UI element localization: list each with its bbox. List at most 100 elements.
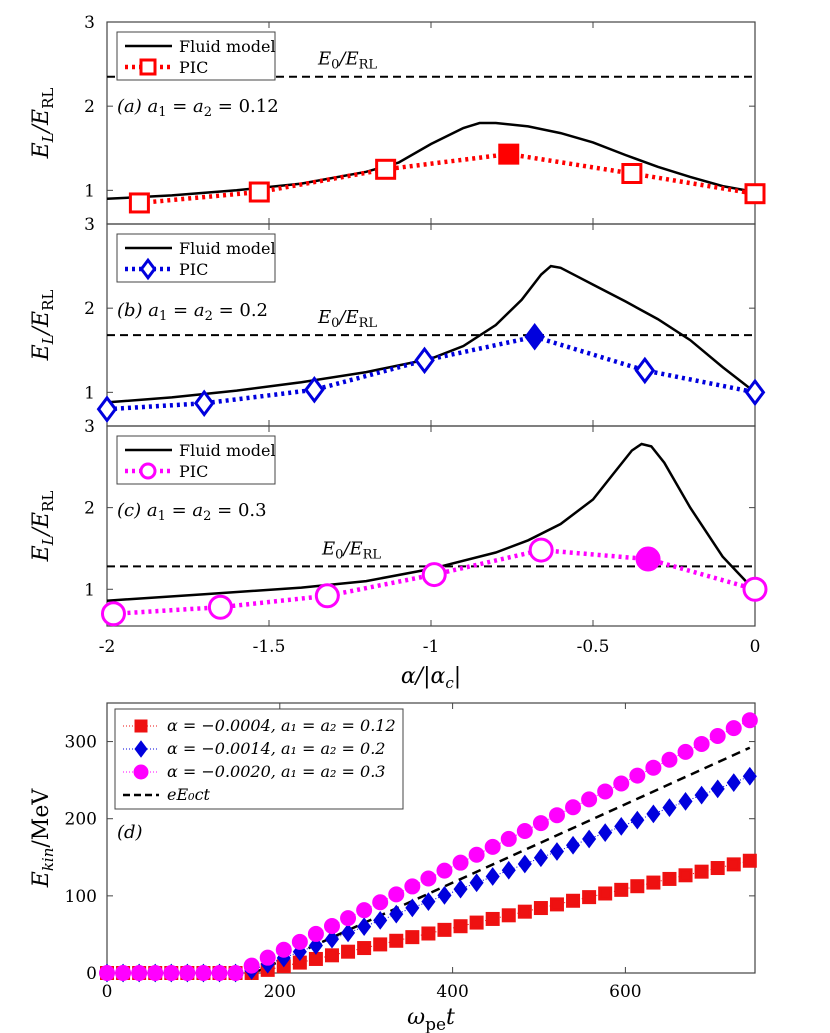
series-point (453, 879, 468, 899)
series-point (533, 901, 548, 916)
series-point (501, 860, 516, 880)
series-point (661, 751, 678, 768)
y-tick-label: 3 (84, 13, 95, 33)
legend-pic-marker (139, 462, 157, 480)
legend-label: α = −0.0004, a₁ = a₂ = 0.12 (167, 716, 396, 735)
series-point (582, 890, 597, 905)
pic-point (375, 158, 397, 180)
series-point (517, 904, 532, 919)
legend-pic-label: PIC (179, 260, 208, 279)
series-point (275, 941, 292, 958)
pic-point (248, 181, 270, 203)
series-point (710, 779, 725, 799)
y-tick-label: 100 (65, 887, 97, 907)
series-point (389, 933, 404, 948)
reference-label: E0/ERL (317, 307, 377, 331)
series-point (629, 767, 646, 784)
legend-fluid-label: Fluid model (179, 37, 276, 56)
series-point (341, 944, 356, 959)
series-point (405, 898, 420, 918)
series-point (372, 894, 389, 911)
fluid-model-line (106, 121, 756, 201)
series-point (453, 919, 468, 934)
series-point (662, 798, 677, 818)
series-point (614, 882, 629, 897)
series-point (307, 925, 324, 942)
series-point (598, 886, 613, 901)
series-point (195, 965, 212, 981)
panel-annotation: (c) a1 = a2 = 0.3 (117, 500, 267, 524)
series-point (163, 965, 180, 981)
y-tick-label: 200 (65, 810, 97, 830)
series-point (662, 871, 677, 886)
pic-point (314, 583, 340, 609)
x-tick-label: 200 (264, 982, 296, 1002)
legend-label: eE₀ct (167, 785, 211, 804)
series-point (742, 853, 757, 868)
series-point (549, 897, 564, 912)
series-point (726, 773, 741, 792)
series-point (598, 823, 613, 843)
x-tick-label: -2 (99, 637, 116, 657)
legend-label: α = −0.0014, a₁ = a₂ = 0.2 (167, 739, 385, 758)
series-point (630, 879, 645, 894)
series-point (710, 861, 725, 876)
pic-point (621, 163, 643, 184)
pic-point (498, 143, 520, 165)
legend-marker (134, 719, 148, 733)
legend-box (114, 708, 404, 810)
series-point (726, 857, 741, 872)
pic-point (634, 356, 656, 385)
panel-annotation: (b) a1 = a2 = 0.2 (117, 300, 268, 324)
pic-point (744, 378, 766, 407)
legend-pic-marker (139, 58, 157, 76)
series-point (356, 902, 373, 919)
y-tick-label: 1 (84, 383, 95, 403)
pic-point (528, 537, 554, 563)
panel-b-ylabel: EL/ERL (29, 290, 57, 362)
pic-point (193, 389, 215, 418)
pic-point (421, 562, 447, 588)
fluid-model-line (106, 264, 756, 404)
legend-fluid-label: Fluid model (179, 441, 276, 460)
series-point (532, 815, 549, 832)
panel-a: 1 2 3 E0/ERL Fluid model PIC (a) a1 = a2 = 0.1… (29, 13, 766, 225)
panel-c-ylabel: EL/ERL (29, 491, 57, 563)
y-tick-label: 1 (84, 181, 95, 201)
series-point (694, 785, 709, 805)
series-point (549, 842, 565, 861)
series-point (613, 775, 630, 792)
series-point (323, 918, 340, 935)
panel-c-xlabel: α/|αc| (401, 664, 461, 692)
series-point (437, 885, 452, 905)
reference-label: E0/ERL (321, 538, 381, 562)
legend-fluid-label: Fluid model (179, 239, 276, 258)
series-point (725, 720, 742, 737)
series-point (421, 892, 436, 911)
pic-point (635, 546, 661, 572)
series-point (357, 941, 372, 956)
series-point (340, 910, 357, 927)
legend-pic-label: PIC (179, 58, 208, 77)
series-point (405, 930, 420, 945)
legend-pic-marker (139, 257, 157, 281)
series-point (243, 957, 260, 974)
reference-label: E0/ERL (317, 49, 377, 73)
legend-marker (133, 764, 149, 780)
series-point (485, 911, 500, 926)
series-point (566, 893, 581, 908)
series-point (614, 817, 629, 836)
series-point (500, 830, 517, 847)
series-point (581, 791, 598, 808)
y-tick-label: 2 (84, 97, 95, 117)
series-point (308, 951, 323, 966)
y-tick-label: 0 (86, 964, 97, 984)
series-point (484, 838, 501, 855)
fluid-model-line (106, 442, 756, 602)
series-point (630, 810, 645, 830)
panel-c: 1 2 3 -2 -1.5 -1 -0.5 0 E0/ERL Fluid model PIC (c) … (29, 417, 768, 692)
series-point (469, 915, 484, 930)
pic-line (139, 151, 756, 206)
series-point (389, 904, 404, 924)
